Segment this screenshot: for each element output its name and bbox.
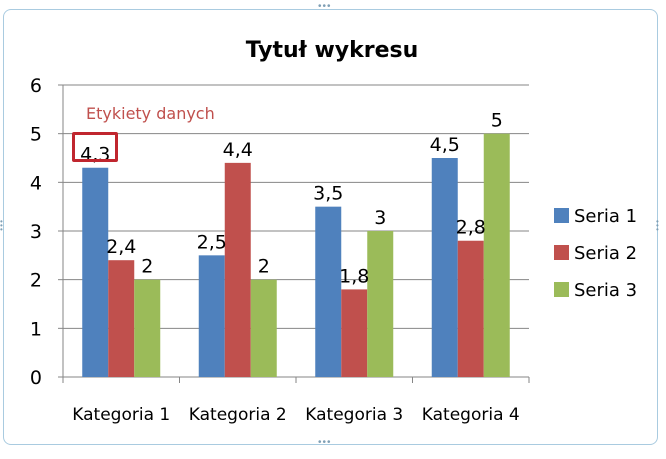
x-axis: Kategoria 1 Kategoria 2 Kategoria 3 Kategor…: [62, 376, 530, 425]
x-tick-label: Kategoria 4: [422, 405, 520, 425]
legend-label: Seria 2: [574, 243, 637, 264]
data-label: 5: [491, 110, 503, 132]
data-label: 3,5: [313, 183, 343, 205]
resize-handle-right[interactable]: • • •: [656, 217, 660, 234]
resize-handle-top[interactable]: •••: [318, 1, 332, 12]
data-label: 2,4: [106, 236, 136, 258]
y-tick-label: 2: [30, 270, 42, 292]
bar: [431, 158, 458, 377]
legend-label: Seria 3: [574, 280, 637, 301]
bar: [198, 255, 225, 377]
bar: [341, 289, 368, 377]
data-label: 2,8: [456, 217, 486, 239]
annotation-label: Etykiety danych: [86, 104, 215, 123]
y-tick-label: 6: [30, 75, 42, 97]
y-tick-label: 4: [30, 172, 42, 194]
y-tick-label: 3: [30, 221, 42, 243]
bars: [82, 133, 510, 377]
bar: [483, 133, 510, 377]
legend-swatch: [554, 282, 569, 297]
bar: [134, 279, 161, 377]
bar: [250, 279, 277, 377]
x-tick-label: Kategoria 3: [305, 405, 403, 425]
legend-swatch: [554, 208, 569, 223]
bar: [82, 167, 109, 377]
y-axis: 0 1 2 3 4 5 6: [30, 75, 64, 389]
bar: [224, 162, 251, 377]
resize-handle-bottom[interactable]: •••: [318, 437, 332, 448]
bar: [367, 231, 394, 377]
y-tick-label: 0: [30, 367, 42, 389]
data-label: 2: [141, 256, 153, 278]
x-tick-label: Kategoria 1: [72, 405, 170, 425]
data-label: 3: [374, 207, 386, 229]
y-tick-label: 5: [30, 124, 42, 146]
data-label: 1,8: [339, 265, 369, 287]
data-label: 4,4: [223, 139, 253, 161]
x-tick-label: Kategoria 2: [189, 405, 287, 425]
chart-title[interactable]: Tytuł wykresu: [246, 38, 419, 63]
legend: Seria 1 Seria 2 Seria 3: [554, 206, 637, 301]
highlight-box: [72, 132, 118, 162]
data-label: 2,5: [197, 231, 227, 253]
legend-swatch: [554, 245, 569, 260]
bar: [108, 260, 135, 377]
bar: [315, 206, 342, 377]
resize-handle-left[interactable]: • • •: [0, 217, 4, 234]
y-tick-label: 1: [30, 318, 42, 340]
data-label: 2: [258, 256, 270, 278]
legend-label: Seria 1: [574, 206, 637, 227]
bar: [457, 240, 484, 377]
data-label: 4,5: [430, 134, 460, 156]
